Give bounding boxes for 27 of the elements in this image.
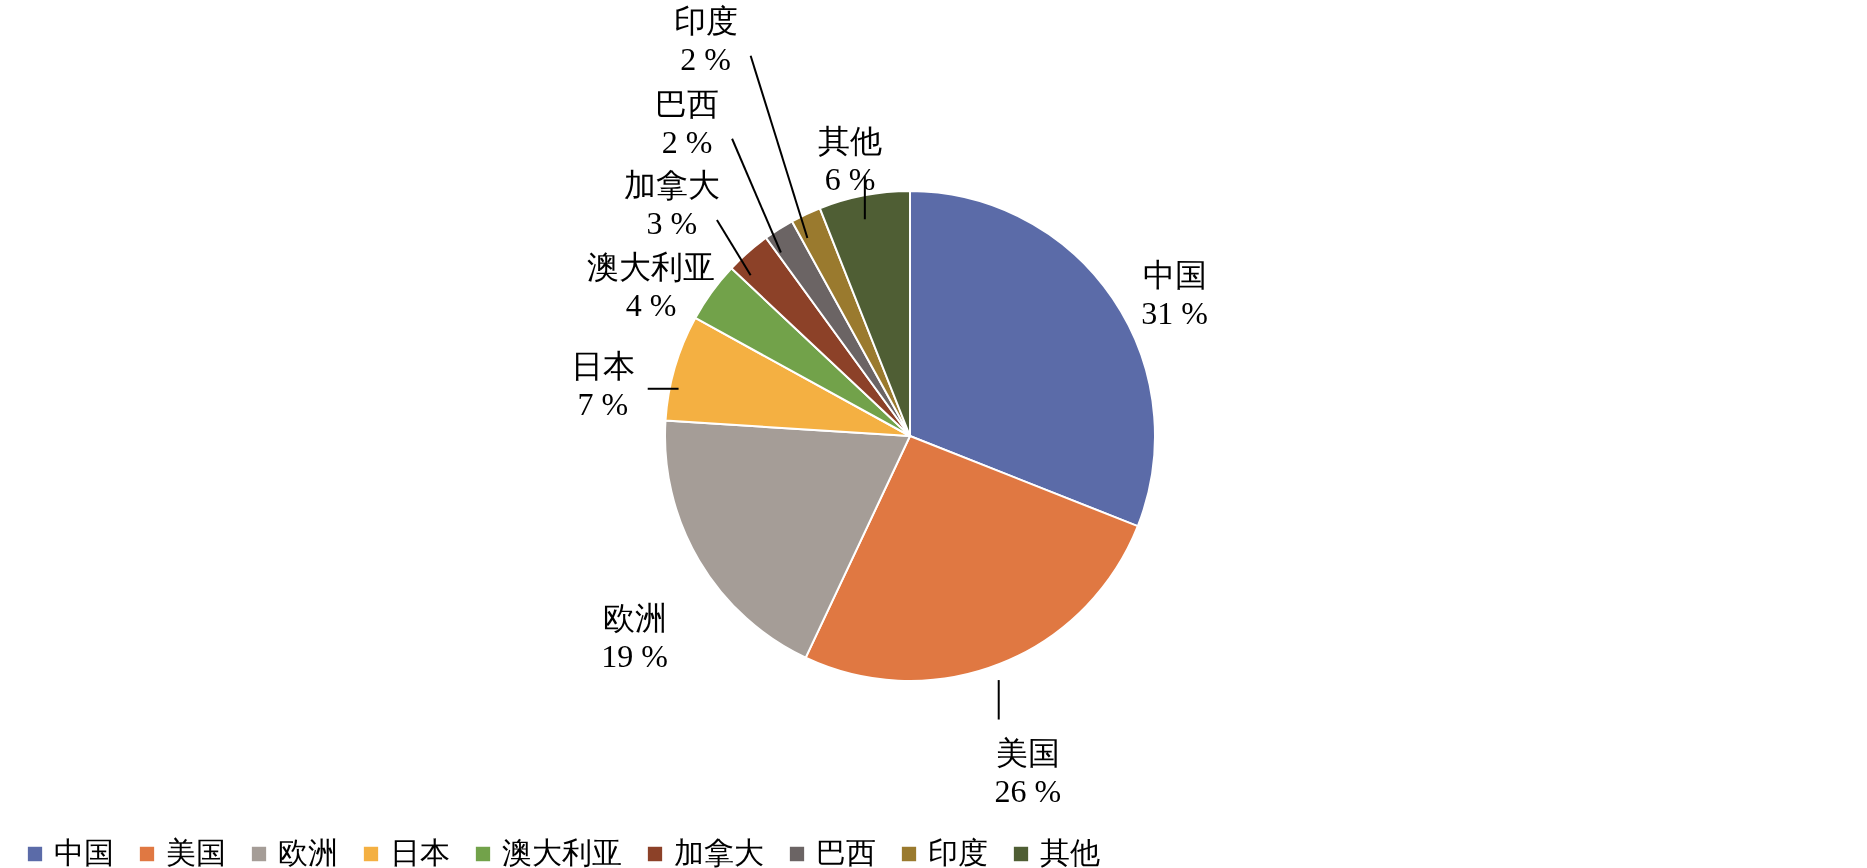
slice-label: 巴西 bbox=[655, 85, 720, 122]
slice-label: 印度 bbox=[673, 2, 738, 39]
data-label: 2 % bbox=[661, 123, 713, 160]
legend-label: 其他 bbox=[1040, 836, 1100, 868]
slice-label: 日本 bbox=[570, 347, 635, 384]
slice-label: 中国 bbox=[1142, 257, 1207, 294]
data-label: 6 % bbox=[824, 160, 876, 197]
slice-label: 美国 bbox=[995, 734, 1060, 771]
legend-label: 印度 bbox=[928, 836, 988, 868]
data-label: 2 % bbox=[680, 40, 731, 77]
data-label: 19 % bbox=[601, 637, 668, 674]
legend-label: 欧洲 bbox=[278, 836, 338, 868]
legend-label: 日本 bbox=[390, 836, 450, 868]
data-label: 3 % bbox=[646, 204, 698, 241]
legend-label: 巴西 bbox=[816, 836, 876, 868]
slice-label: 欧洲 bbox=[602, 599, 667, 636]
data-label: 4 % bbox=[625, 286, 677, 323]
data-label: 31 % bbox=[1141, 295, 1208, 332]
legend-label: 中国 bbox=[54, 836, 114, 868]
data-label: 26 % bbox=[994, 772, 1062, 809]
legend-label: 加拿大 bbox=[674, 836, 764, 868]
legend-label: 澳大利亚 bbox=[502, 836, 622, 868]
slice-label: 加拿大 bbox=[623, 166, 720, 203]
slice-label: 其他 bbox=[818, 122, 883, 159]
slice-label: 澳大利亚 bbox=[587, 248, 716, 285]
data-label: 7 % bbox=[577, 385, 629, 422]
legend-label: 美国 bbox=[166, 836, 226, 868]
